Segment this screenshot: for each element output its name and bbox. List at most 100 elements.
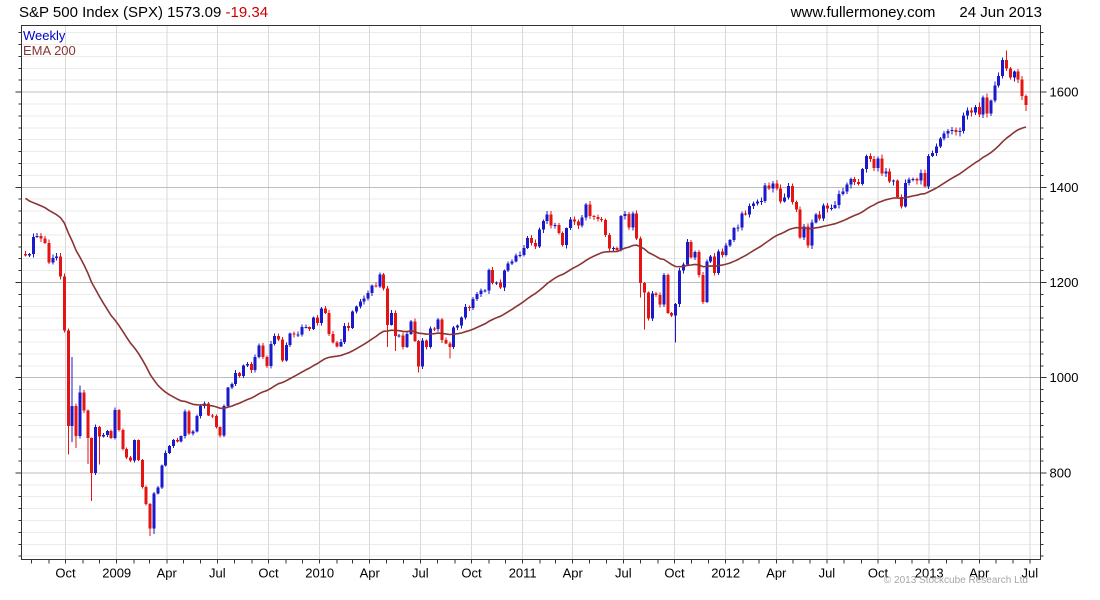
x-axis-label: Oct [258, 566, 279, 581]
candle-body [899, 196, 903, 207]
x-axis-label: Apr [969, 566, 990, 581]
candle-body [1016, 71, 1020, 80]
candle-body [993, 85, 997, 101]
candle-body [195, 416, 199, 432]
candle-body [740, 213, 744, 228]
candle-body [51, 257, 55, 263]
website-text: www.fullermoney.com [790, 4, 936, 21]
candle-body [347, 325, 351, 329]
candle-body [658, 294, 662, 305]
candle-body [366, 292, 370, 299]
candle-body [966, 110, 970, 116]
chart-legend: Weekly EMA 200 [23, 28, 76, 58]
candle-body [1005, 60, 1009, 69]
candle-body [767, 185, 771, 189]
candle-body [417, 341, 421, 367]
candle-body [716, 251, 720, 273]
candle-body [755, 201, 759, 204]
candle-body [969, 110, 973, 113]
x-axis-label: Oct [664, 566, 685, 581]
price-change: -19.34 [225, 4, 269, 21]
candle-body [179, 436, 183, 442]
candle-body [386, 288, 390, 325]
candle-body [136, 440, 140, 461]
candle-body [405, 333, 409, 347]
candle-body [853, 178, 857, 183]
x-axis-label: Apr [157, 566, 178, 581]
candle-body [530, 238, 534, 244]
candle-body [631, 213, 635, 228]
candle-body [841, 191, 845, 194]
candle-body [440, 319, 444, 341]
candle-body [475, 293, 479, 300]
candle-body [144, 487, 148, 504]
candle-body [615, 248, 619, 251]
plot-border [21, 25, 1041, 560]
candle-body [218, 427, 222, 436]
y-axis-label: 1000 [1050, 370, 1079, 385]
chart-title: S&P 500 Index (SPX) 1573.09 -19.34 [19, 4, 268, 21]
candle-body [514, 255, 518, 262]
candle-body [565, 228, 569, 245]
candle-body [783, 197, 787, 202]
candle-body [744, 213, 748, 215]
candle-body [86, 410, 90, 439]
candle-body [973, 106, 977, 113]
candle-body [226, 387, 230, 407]
candle-body [401, 335, 405, 347]
x-axis-label: Oct [461, 566, 482, 581]
candle-body [860, 169, 864, 184]
candle-body [129, 457, 133, 461]
candle-body [934, 146, 938, 154]
candle-body [954, 130, 958, 133]
candle-body [545, 214, 549, 222]
candle-body [421, 340, 425, 367]
candle-body [814, 214, 818, 223]
x-axis-label: 2013 [915, 566, 944, 581]
candle-body [43, 238, 47, 244]
candle-body [101, 434, 105, 437]
candle-body [1008, 68, 1012, 78]
candle-body [510, 261, 514, 264]
candle-body [31, 236, 35, 254]
candle-body [148, 503, 152, 529]
candle-body [896, 180, 900, 197]
candle-body [105, 430, 109, 435]
candle-body [82, 392, 86, 411]
candle-body [273, 335, 277, 344]
candle-body [479, 290, 483, 294]
candle-body [156, 487, 160, 494]
candle-body [222, 406, 226, 436]
candle-body [257, 345, 261, 358]
candle-body [748, 205, 752, 215]
candle-body [24, 253, 27, 256]
candle-body [662, 274, 666, 305]
candle-body [837, 193, 841, 205]
candle-body [911, 178, 915, 180]
candle-body [358, 301, 362, 307]
candle-body [277, 335, 281, 340]
candle-body [915, 178, 919, 181]
candle-body [471, 299, 475, 309]
candle-body [604, 220, 608, 235]
candle-body [315, 317, 319, 323]
candle-body [495, 282, 499, 284]
y-axis-label: 800 [1050, 465, 1072, 480]
candle-body [950, 130, 954, 132]
candle-body [864, 155, 868, 170]
x-axis-label: 2011 [509, 566, 537, 581]
candle-body [362, 298, 366, 302]
candle-body [709, 256, 713, 262]
candle-body [199, 406, 203, 417]
candle-body [97, 427, 101, 437]
x-axis-label: Jul [209, 566, 226, 581]
candle-body [55, 256, 59, 258]
candle-body [654, 293, 658, 295]
candle-body [705, 261, 709, 303]
candle-body [296, 334, 300, 336]
candle-body [382, 274, 386, 289]
candle-body [249, 363, 253, 371]
candle-body [113, 410, 117, 439]
candle-body [892, 180, 896, 182]
candle-body [596, 216, 600, 220]
